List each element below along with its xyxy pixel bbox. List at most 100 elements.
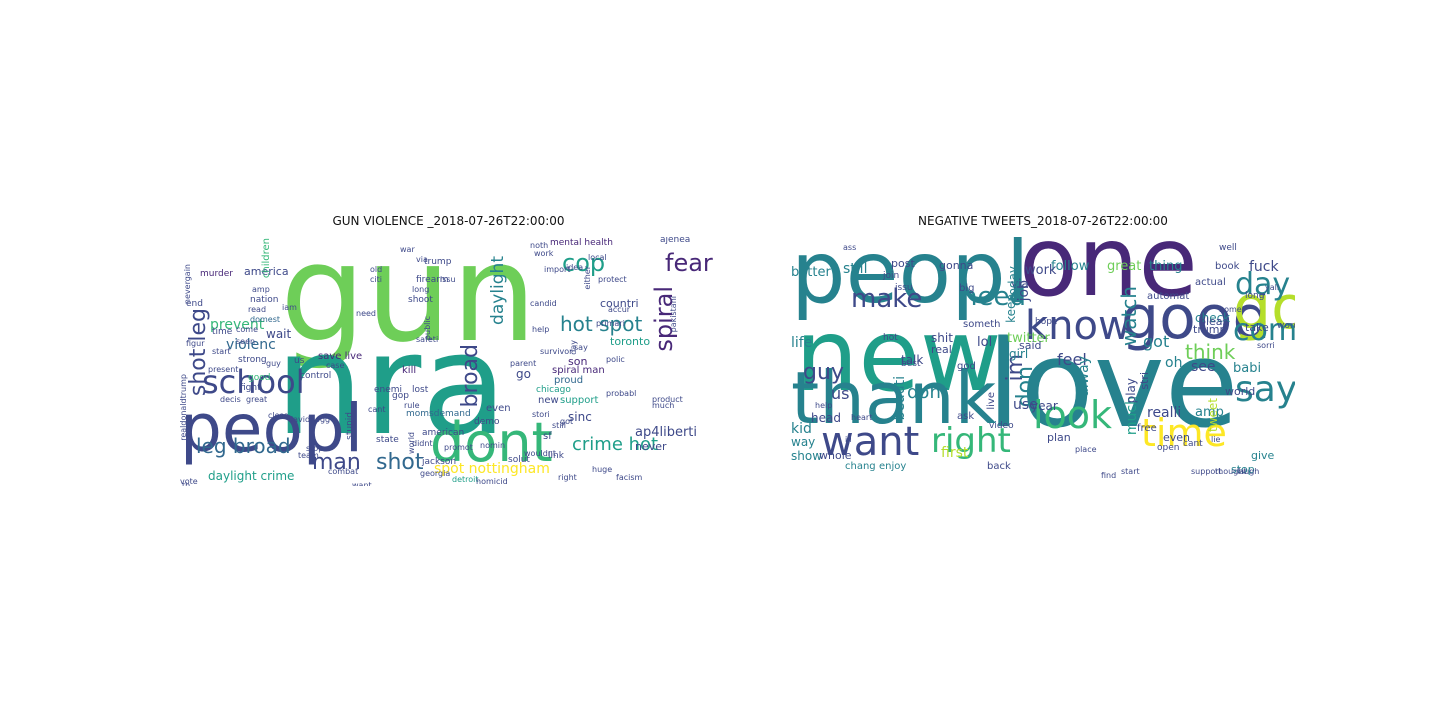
cloud-word: help (815, 401, 833, 410)
cloud-word: america (244, 265, 289, 278)
cloud-word: world (407, 432, 416, 455)
cloud-word: issu (440, 275, 456, 284)
cloud-word: war (400, 245, 415, 254)
cloud-word: babi (1233, 361, 1262, 376)
cloud-word: children (261, 238, 272, 279)
cloud-word: feel (1057, 350, 1087, 369)
cloud-word: man (312, 450, 361, 475)
cloud-word: fear (665, 249, 713, 277)
cloud-word: want (821, 419, 920, 465)
cloud-word: polic (606, 355, 625, 364)
cloud-word: open (1157, 443, 1180, 453)
cloud-word: said (1019, 339, 1042, 352)
cloud-word: thank (791, 356, 997, 440)
cloud-word: nation (250, 295, 279, 305)
cloud-word: state (376, 435, 399, 445)
cloud-word: stri (1138, 372, 1151, 390)
cloud-word: actual (1195, 277, 1226, 288)
cloud-word: help (532, 325, 550, 334)
cloud-word: better (791, 265, 831, 280)
cloud-word: solut (508, 455, 530, 465)
cloud-word: new (795, 297, 1002, 414)
cloud-word: twitter (1007, 331, 1050, 346)
cloud-word: alway (1076, 356, 1092, 397)
cloud-word: love (987, 316, 1239, 455)
cloud-word: automat (1147, 291, 1190, 302)
cloud-word: fight (240, 383, 261, 393)
cloud-word: guy (803, 360, 844, 385)
cloud-word: gun (280, 236, 537, 372)
cloud-word: back (987, 461, 1011, 472)
cloud-word: take (1245, 321, 1269, 334)
cloud-word: violenc (226, 337, 276, 353)
cloud-word: think (1185, 340, 1236, 364)
cloud-word: figur (186, 339, 205, 348)
cloud-word: watch (1117, 286, 1141, 347)
cloud-word: right (558, 473, 577, 482)
cloud-word: best (901, 359, 921, 369)
cloud-word: davidhogg (288, 415, 331, 424)
cloud-word: make (851, 284, 923, 314)
word-cloud: love one new peopl thank good go know look want ti… (791, 236, 1295, 486)
cloud-word: big (959, 283, 975, 294)
cloud-word: give (1251, 449, 1275, 462)
cloud-word: good (1121, 283, 1271, 353)
cloud-word: daylight crime (208, 469, 295, 483)
cloud-word: check (1195, 311, 1231, 325)
cloud-word: free (1137, 423, 1157, 434)
cloud-word: say (1235, 369, 1295, 410)
cloud-word: spot nottingham (434, 461, 550, 477)
cloud-word: toronto (610, 335, 651, 348)
cloud-word: shot leg (186, 308, 211, 397)
cloud-word: yall (1265, 283, 1280, 292)
cloud-word: hot spot (560, 312, 643, 336)
cloud-word: old (370, 265, 383, 274)
cloud-word: issu (895, 283, 913, 293)
cloud-word: well (1219, 243, 1237, 253)
cloud-word: support (1191, 467, 1222, 476)
cloud-word: ill (845, 435, 852, 444)
cloud-word: firearm (416, 275, 449, 285)
cloud-word: th (182, 481, 191, 487)
cloud-word: book (1215, 261, 1240, 272)
cloud-word: link (548, 451, 564, 461)
cloud-word: ask (957, 411, 975, 422)
word-cloud: gun nra peopl dont school fear cop spiral shot l… (180, 236, 717, 486)
cloud-word: lie (1211, 435, 1221, 444)
cloud-word: live (986, 392, 997, 410)
cloud-word: read (248, 305, 267, 314)
cloud-word: combat (328, 467, 359, 476)
cloud-word: ass (843, 243, 857, 252)
cloud-word: new (538, 395, 559, 406)
cloud-word: american (422, 428, 465, 438)
cloud-word: life (791, 335, 813, 351)
cloud-word: find (1101, 471, 1117, 480)
cloud-word: even (1163, 431, 1191, 444)
cloud-word: candid (530, 299, 557, 308)
cloud-word: promot (444, 443, 473, 452)
cloud-word: follow (1051, 259, 1090, 274)
cloud-word: enjoy (879, 461, 907, 472)
cloud-word: decis (220, 395, 241, 404)
cloud-word: head (811, 411, 841, 425)
cloud-word: demo (474, 417, 500, 427)
cloud-word: jackson (422, 457, 457, 467)
cloud-word: talk (901, 353, 924, 367)
cloud-word: see (1191, 359, 1216, 375)
cloud-word: show (791, 449, 823, 463)
cloud-word: daylight (488, 256, 508, 325)
cloud-word: trump (1193, 323, 1227, 336)
cloud-word: amp (1195, 405, 1224, 420)
cloud-word: kill (402, 365, 417, 376)
cloud-word: time (1141, 411, 1227, 455)
cloud-word: look (1033, 393, 1113, 437)
cloud-word: first (941, 445, 969, 461)
cloud-word: never (635, 440, 667, 453)
cloud-word: countri (600, 297, 639, 310)
cloud-word: save live (318, 351, 363, 362)
cloud-word: come (236, 325, 259, 334)
cloud-word: wait (266, 327, 292, 341)
cloud-word: iam (282, 303, 297, 312)
cloud-word: say (574, 343, 588, 352)
cloud-word: go (1233, 273, 1295, 343)
